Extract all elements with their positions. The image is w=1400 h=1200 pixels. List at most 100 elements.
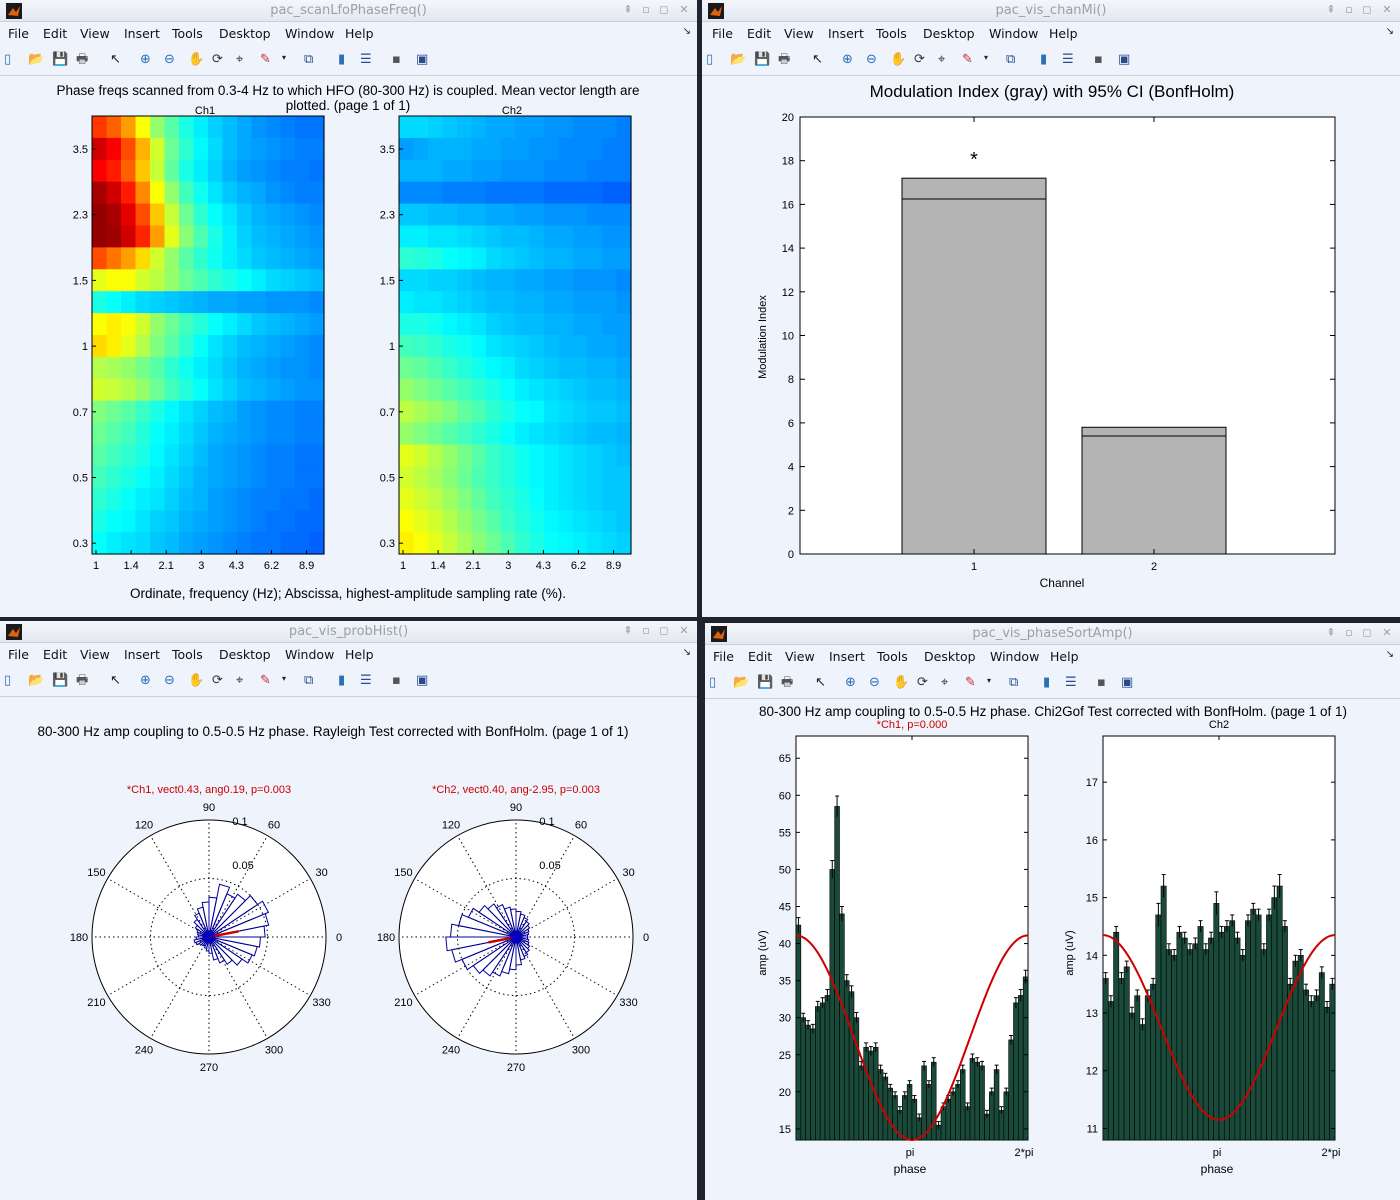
title-bar[interactable]: pac_vis_phaseSortAmp() ⇞ ▫ ◻ ✕ — [705, 623, 1400, 645]
rotate-3d-icon[interactable]: ⟳ — [914, 52, 925, 67]
hide-plot-tools-icon[interactable]: ▪ — [1094, 52, 1103, 67]
menu-help[interactable]: Help — [1050, 649, 1079, 664]
hide-plot-tools-icon[interactable]: ▪ — [392, 673, 401, 688]
menu-file[interactable]: File — [8, 26, 29, 41]
show-plot-tools-icon[interactable]: ▣ — [1118, 52, 1131, 67]
title-bar[interactable]: pac_vis_chanMi() ⇞ ▫ ◻ ✕ — [702, 0, 1400, 22]
shade-icon[interactable]: ⇞ — [1326, 3, 1336, 16]
brush-icon[interactable]: ✎ — [260, 52, 271, 67]
menu-view[interactable]: View — [785, 649, 815, 664]
menu-view[interactable]: View — [80, 647, 110, 662]
brush-icon[interactable]: ✎ — [962, 52, 973, 67]
colorbar-icon[interactable]: ▮ — [1043, 675, 1051, 690]
new-figure-icon[interactable]: ▯ — [706, 52, 714, 67]
dropdown-arrow-icon[interactable]: ▾ — [282, 53, 287, 62]
menu-tools[interactable]: Tools — [172, 26, 203, 41]
colorbar-icon[interactable]: ▮ — [1040, 52, 1048, 67]
dock-arrow-icon[interactable]: ↘ — [1385, 649, 1394, 660]
link-plot-icon[interactable]: ⧉ — [1009, 675, 1019, 690]
colorbar-icon[interactable]: ▮ — [338, 52, 346, 67]
shade-icon[interactable]: ⇞ — [623, 624, 633, 637]
menu-edit[interactable]: Edit — [748, 649, 773, 664]
pan-hand-icon[interactable]: ✋ — [890, 52, 907, 67]
close-icon[interactable]: ✕ — [679, 3, 689, 16]
colorbar-icon[interactable]: ▮ — [338, 673, 346, 688]
legend-icon[interactable]: ☰ — [360, 673, 372, 688]
open-file-icon[interactable]: 📂 — [733, 675, 750, 690]
brush-icon[interactable]: ✎ — [965, 675, 976, 690]
dock-arrow-icon[interactable]: ↘ — [682, 647, 691, 658]
menu-desktop[interactable]: Desktop — [923, 26, 975, 41]
dropdown-arrow-icon[interactable]: ▾ — [984, 53, 989, 62]
minimize-icon[interactable]: ▫ — [642, 624, 650, 637]
data-cursor-icon[interactable]: ⌖ — [236, 673, 244, 688]
menu-insert[interactable]: Insert — [828, 26, 864, 41]
menu-tools[interactable]: Tools — [877, 649, 908, 664]
select-arrow-icon[interactable]: ↖ — [110, 52, 121, 67]
maximize-icon[interactable]: ◻ — [1362, 626, 1372, 639]
menu-view[interactable]: View — [784, 26, 814, 41]
open-file-icon[interactable]: 📂 — [730, 52, 747, 67]
rotate-3d-icon[interactable]: ⟳ — [212, 52, 223, 67]
data-cursor-icon[interactable]: ⌖ — [938, 52, 946, 67]
pan-hand-icon[interactable]: ✋ — [893, 675, 910, 690]
legend-icon[interactable]: ☰ — [360, 52, 372, 67]
print-icon[interactable]: 🖶 — [76, 52, 89, 67]
menu-view[interactable]: View — [80, 26, 110, 41]
save-icon[interactable]: 💾 — [754, 52, 771, 67]
menu-edit[interactable]: Edit — [43, 647, 68, 662]
minimize-icon[interactable]: ▫ — [1345, 3, 1353, 16]
title-bar[interactable]: pac_vis_probHist() ⇞ ▫ ◻ ✕ — [0, 621, 697, 643]
link-plot-icon[interactable]: ⧉ — [304, 52, 314, 67]
new-figure-icon[interactable]: ▯ — [709, 675, 717, 690]
menu-window[interactable]: Window — [990, 649, 1040, 664]
minimize-icon[interactable]: ▫ — [642, 3, 650, 16]
maximize-icon[interactable]: ◻ — [1362, 3, 1372, 16]
dropdown-arrow-icon[interactable]: ▾ — [987, 676, 992, 685]
close-icon[interactable]: ✕ — [1382, 626, 1392, 639]
save-icon[interactable]: 💾 — [52, 673, 69, 688]
zoom-in-icon[interactable]: ⊕ — [140, 52, 151, 67]
pan-hand-icon[interactable]: ✋ — [188, 52, 205, 67]
menu-insert[interactable]: Insert — [124, 647, 160, 662]
save-icon[interactable]: 💾 — [52, 52, 69, 67]
close-icon[interactable]: ✕ — [1382, 3, 1392, 16]
show-plot-tools-icon[interactable]: ▣ — [1121, 675, 1134, 690]
new-figure-icon[interactable]: ▯ — [4, 673, 12, 688]
dropdown-arrow-icon[interactable]: ▾ — [282, 674, 287, 683]
menu-tools[interactable]: Tools — [876, 26, 907, 41]
menu-tools[interactable]: Tools — [172, 647, 203, 662]
menu-window[interactable]: Window — [285, 647, 335, 662]
minimize-icon[interactable]: ▫ — [1345, 626, 1353, 639]
dock-arrow-icon[interactable]: ↘ — [682, 26, 691, 37]
menu-help[interactable]: Help — [1049, 26, 1078, 41]
pan-hand-icon[interactable]: ✋ — [188, 673, 205, 688]
hide-plot-tools-icon[interactable]: ▪ — [392, 52, 401, 67]
print-icon[interactable]: 🖶 — [781, 675, 794, 690]
shade-icon[interactable]: ⇞ — [1326, 626, 1336, 639]
show-plot-tools-icon[interactable]: ▣ — [416, 673, 429, 688]
menu-insert[interactable]: Insert — [829, 649, 865, 664]
open-file-icon[interactable]: 📂 — [28, 52, 45, 67]
show-plot-tools-icon[interactable]: ▣ — [416, 52, 429, 67]
menu-help[interactable]: Help — [345, 647, 374, 662]
legend-icon[interactable]: ☰ — [1065, 675, 1077, 690]
menu-window[interactable]: Window — [989, 26, 1039, 41]
menu-desktop[interactable]: Desktop — [924, 649, 976, 664]
link-plot-icon[interactable]: ⧉ — [1006, 52, 1016, 67]
rotate-3d-icon[interactable]: ⟳ — [917, 675, 928, 690]
data-cursor-icon[interactable]: ⌖ — [941, 675, 949, 690]
menu-desktop[interactable]: Desktop — [219, 26, 271, 41]
select-arrow-icon[interactable]: ↖ — [815, 675, 826, 690]
menu-window[interactable]: Window — [285, 26, 335, 41]
zoom-out-icon[interactable]: ⊖ — [164, 673, 175, 688]
new-figure-icon[interactable]: ▯ — [4, 52, 12, 67]
dock-arrow-icon[interactable]: ↘ — [1385, 26, 1394, 37]
menu-file[interactable]: File — [713, 649, 734, 664]
data-cursor-icon[interactable]: ⌖ — [236, 52, 244, 67]
menu-edit[interactable]: Edit — [747, 26, 772, 41]
menu-desktop[interactable]: Desktop — [219, 647, 271, 662]
zoom-in-icon[interactable]: ⊕ — [140, 673, 151, 688]
brush-icon[interactable]: ✎ — [260, 673, 271, 688]
title-bar[interactable]: pac_scanLfoPhaseFreq() ⇞ ▫ ◻ ✕ — [0, 0, 697, 22]
